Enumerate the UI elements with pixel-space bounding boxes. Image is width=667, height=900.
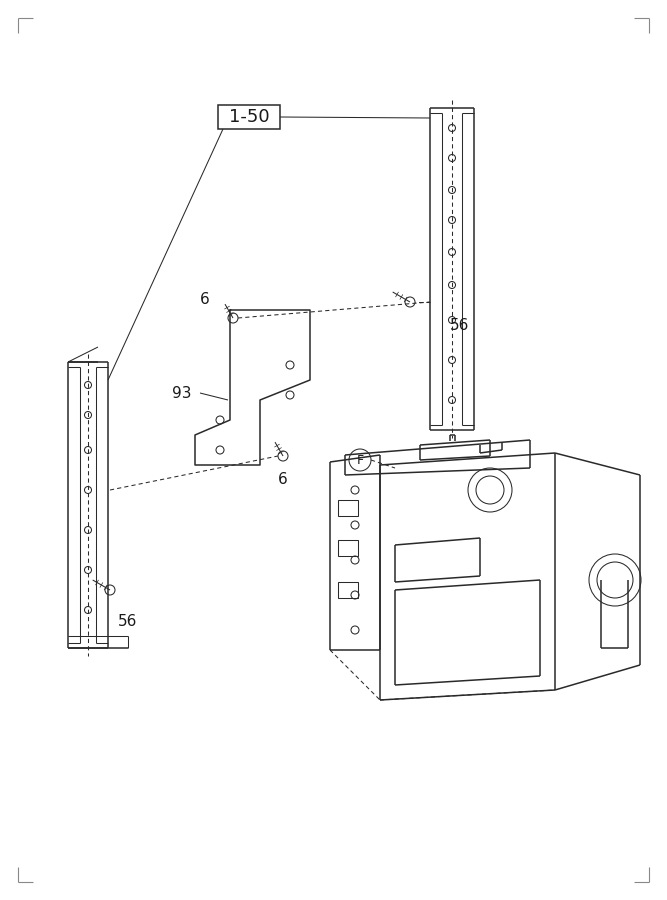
- Bar: [338, 540, 358, 556]
- Text: 1-50: 1-50: [229, 108, 269, 126]
- Text: 56: 56: [450, 318, 470, 332]
- Text: 6: 6: [278, 472, 287, 488]
- Bar: [338, 500, 358, 516]
- Text: 93: 93: [172, 385, 191, 400]
- Text: F: F: [356, 454, 364, 466]
- Text: 56: 56: [118, 615, 137, 629]
- Bar: [218, 105, 280, 129]
- Text: 6: 6: [200, 292, 209, 308]
- Bar: [338, 582, 358, 598]
